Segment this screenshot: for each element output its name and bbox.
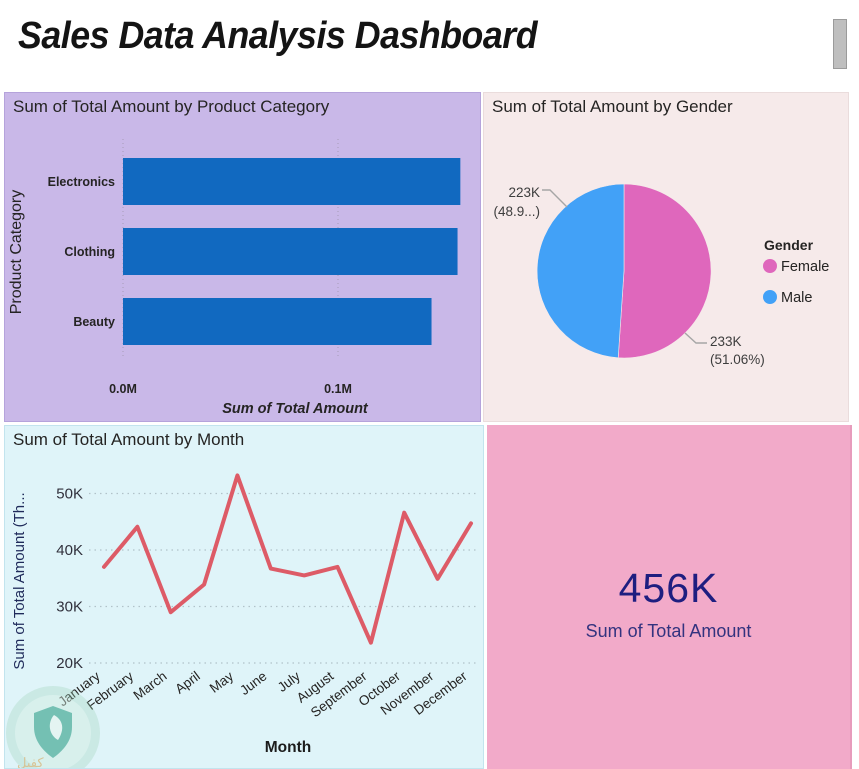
pie-leader-line-female [684,332,707,344]
line-chart: Sum of Total Amount (Th... 20K30K40K50KJa… [6,473,478,769]
line-series[interactable] [102,473,473,645]
legend-swatch-male[interactable] [763,290,777,304]
pie-data-label: (51.06%) [710,352,765,367]
bar-x-tick: 0.0M [109,382,137,396]
bar-chart-panel[interactable]: Sum of Total Amount by Product Category … [4,92,481,422]
bar-chart-title: Sum of Total Amount by Product Category [13,97,330,116]
dashboard-header: Sales Data Analysis Dashboard [0,0,859,90]
line-chart-title: Sum of Total Amount by Month [13,430,245,449]
page-title: Sales Data Analysis Dashboard [18,15,538,57]
watermark-logo: كفيل [6,686,100,769]
bar-clothing[interactable] [123,228,458,275]
line-y-tick: 20K [56,655,83,672]
bar-category-label: Electronics [48,175,115,189]
pie-chart-panel[interactable]: Sum of Total Amount by Gender 233K (51.06… [483,92,849,422]
pie-data-label: 233K [710,334,742,349]
line-x-tick: May [207,668,237,695]
pie-data-label: (48.9...) [493,204,540,219]
bar-chart: Product Category Electronics Clothing Beaut… [8,139,461,417]
pie-slice-male[interactable] [536,183,625,359]
legend-swatch-female[interactable] [763,259,777,273]
bar-category-label: Clothing [64,245,115,259]
kpi-value: 456K [618,565,719,611]
line-x-tick: April [172,668,203,696]
kpi-label: Sum of Total Amount [585,621,752,641]
pie-chart: 233K (51.06%) 223K (48.9...) Gender Female Mal… [493,183,829,367]
legend-title: Gender [764,237,814,253]
line-x-tick: March [131,668,170,703]
line-y-axis-title: Sum of Total Amount (Th... [11,492,28,669]
kpi-card[interactable]: 456K Sum of Total Amount [487,425,852,769]
pie-data-label: 223K [508,185,540,200]
watermark-leaf-icon [49,715,63,740]
line-x-tick: June [237,668,269,698]
pie-leader-line-male [542,189,568,208]
line-y-tick: 50K [56,486,83,503]
bar-beauty[interactable] [123,298,432,345]
bar-electronics[interactable] [123,158,461,205]
pie-chart-title: Sum of Total Amount by Gender [492,97,733,116]
line-y-tick: 40K [56,542,83,559]
line-y-tick: 30K [56,599,83,616]
legend-item-male[interactable]: Male [781,290,812,306]
pie-slice-female[interactable] [617,183,712,359]
watermark-text: كفيل [17,755,44,769]
line-chart-panel[interactable]: Sum of Total Amount by Month Sum of Tota… [4,425,484,769]
vertical-scrollbar-thumb[interactable] [833,19,847,69]
legend-item-female[interactable]: Female [781,259,829,275]
bar-y-axis-title: Product Category [8,190,25,315]
bar-x-tick: 0.1M [324,382,352,396]
bar-x-axis-title: Sum of Total Amount [222,401,369,417]
line-x-axis-title: Month [265,739,311,756]
bar-category-label: Beauty [73,315,115,329]
